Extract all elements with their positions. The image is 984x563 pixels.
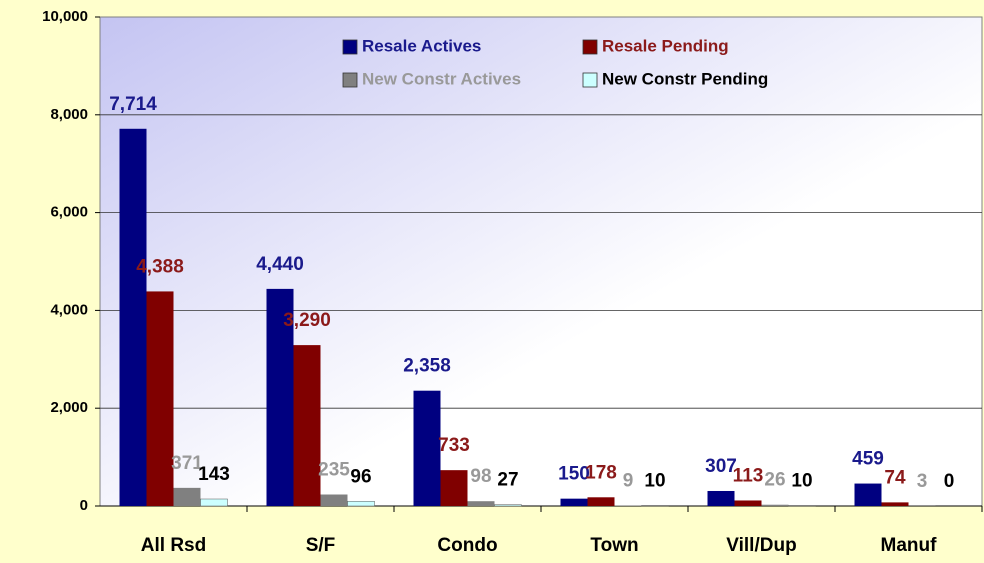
- value-label: 459: [852, 449, 884, 470]
- value-label: 9: [623, 471, 634, 492]
- bar: [173, 487, 201, 506]
- bar: [467, 501, 495, 506]
- value-label: 371: [171, 453, 203, 474]
- legend-label: New Constr Pending: [602, 69, 768, 88]
- bar: [440, 470, 468, 506]
- bar: [347, 501, 375, 507]
- value-label: 235: [318, 460, 350, 481]
- value-label: 96: [350, 466, 371, 487]
- bar: [494, 504, 522, 507]
- value-label: 113: [733, 465, 764, 486]
- bar: [587, 497, 615, 506]
- x-tick-label: Manuf: [881, 535, 938, 556]
- y-tick-label: 4,000: [50, 301, 88, 318]
- y-tick-label: 10,000: [42, 8, 88, 25]
- bar: [560, 498, 588, 506]
- x-tick-label: Condo: [437, 535, 497, 556]
- bar: [854, 483, 882, 506]
- value-label: 143: [198, 464, 230, 485]
- bar: [266, 288, 294, 506]
- y-tick-label: 0: [80, 497, 88, 514]
- value-label: 7,714: [109, 94, 157, 115]
- bar: [293, 345, 321, 506]
- y-tick-label: 6,000: [50, 204, 88, 221]
- bar: [320, 494, 348, 506]
- value-label: 2,358: [403, 356, 451, 377]
- bar: [413, 390, 441, 506]
- value-label: 10: [644, 471, 665, 492]
- bar: [200, 498, 228, 507]
- value-label: 3: [917, 471, 928, 492]
- x-tick-label: Town: [590, 535, 638, 556]
- x-tick-label: All Rsd: [141, 535, 206, 556]
- legend-label: Resale Actives: [362, 36, 481, 55]
- legend-marker: [342, 39, 358, 55]
- bar: [761, 504, 789, 506]
- bar: [707, 490, 735, 506]
- value-label: 178: [585, 462, 617, 483]
- value-label: 4,440: [256, 254, 304, 275]
- value-label: 3,290: [283, 310, 331, 331]
- bar: [734, 500, 762, 506]
- bar: [119, 128, 147, 506]
- y-tick-label: 8,000: [50, 106, 88, 123]
- value-label: 307: [705, 456, 737, 477]
- value-label: 4,388: [136, 256, 184, 277]
- value-label: 98: [470, 466, 491, 487]
- legend-marker: [582, 72, 598, 88]
- bar: [881, 502, 909, 506]
- x-tick-label: Vill/Dup: [726, 535, 796, 556]
- value-label: 74: [884, 467, 906, 488]
- value-label: 26: [764, 470, 785, 491]
- legend-label: Resale Pending: [602, 36, 729, 55]
- value-label: 733: [438, 435, 470, 456]
- x-tick-label: S/F: [306, 535, 336, 556]
- bar: [146, 291, 174, 506]
- value-label: 150: [558, 464, 590, 485]
- value-label: 0: [944, 471, 955, 492]
- value-label: 10: [791, 471, 812, 492]
- y-tick-label: 2,000: [50, 399, 88, 416]
- legend-marker: [582, 39, 598, 55]
- legend-label: New Constr Actives: [362, 69, 521, 88]
- legend-marker: [342, 72, 358, 88]
- plot-area: [99, 16, 983, 507]
- value-label: 27: [497, 470, 518, 491]
